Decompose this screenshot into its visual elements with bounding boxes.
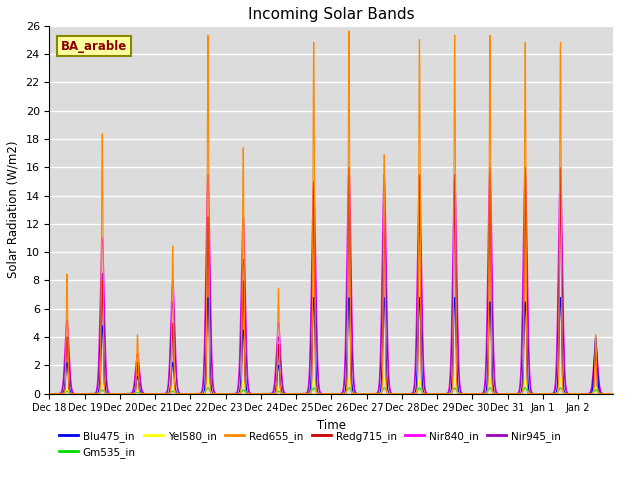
X-axis label: Time: Time — [317, 419, 346, 432]
Y-axis label: Solar Radiation (W/m2): Solar Radiation (W/m2) — [7, 141, 20, 278]
Title: Incoming Solar Bands: Incoming Solar Bands — [248, 7, 415, 22]
Legend: Blu475_in, Gm535_in, Yel580_in, Red655_in, Redg715_in, Nir840_in, Nir945_in: Blu475_in, Gm535_in, Yel580_in, Red655_i… — [54, 427, 565, 462]
Text: BA_arable: BA_arable — [61, 40, 127, 53]
